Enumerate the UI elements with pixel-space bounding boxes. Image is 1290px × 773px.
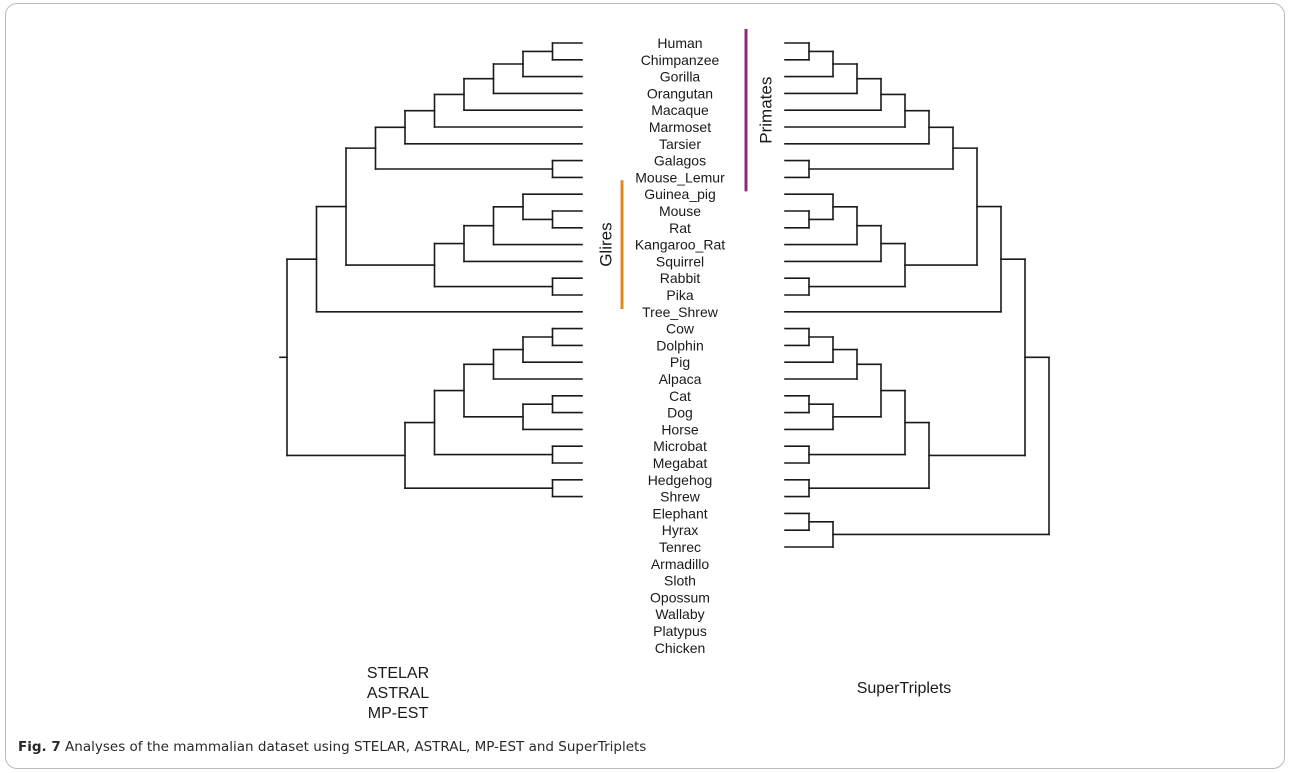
caption-label: Fig. 7 <box>18 739 61 755</box>
taxon-label-microbat: Microbat <box>653 438 707 454</box>
taxon-label-galagos: Galagos <box>654 153 706 169</box>
taxon-label-cow: Cow <box>666 321 695 337</box>
taxon-label-chicken: Chicken <box>655 640 706 656</box>
taxon-label-tenrec: Tenrec <box>659 539 701 555</box>
taxon-label-tree-shrew: Tree_Shrew <box>642 304 719 320</box>
taxon-label-armadillo: Armadillo <box>651 556 710 572</box>
taxon-label-hedgehog: Hedgehog <box>648 472 713 488</box>
taxon-label-horse: Horse <box>661 421 699 437</box>
taxon-label-mouse: Mouse <box>659 203 701 219</box>
taxon-label-cat: Cat <box>669 388 691 404</box>
taxon-label-dolphin: Dolphin <box>656 337 703 353</box>
taxon-label-wallaby: Wallaby <box>655 606 704 622</box>
taxon-label-shrew: Shrew <box>660 489 701 505</box>
taxon-label-guinea-pig: Guinea_pig <box>644 186 716 202</box>
taxon-label-orangutan: Orangutan <box>647 85 713 101</box>
taxon-label-rat: Rat <box>669 220 691 236</box>
group-label-glires: Glires <box>597 222 616 266</box>
left-tree <box>279 42 583 498</box>
taxon-label-pig: Pig <box>670 354 690 370</box>
taxon-label-hyrax: Hyrax <box>662 522 699 538</box>
taxon-label-rabbit: Rabbit <box>660 270 701 286</box>
right-method-label: SuperTriplets <box>857 680 952 697</box>
taxon-label-gorilla: Gorilla <box>660 69 701 85</box>
figure-caption: Fig. 7 Analyses of the mammalian dataset… <box>18 739 646 755</box>
taxon-label-squirrel: Squirrel <box>656 253 704 269</box>
taxon-label-alpaca: Alpaca <box>659 371 702 387</box>
taxon-label-human: Human <box>657 35 702 51</box>
left-method-label-1: STELAR <box>367 665 429 682</box>
caption-text: Analyses of the mammalian dataset using … <box>65 739 647 755</box>
taxon-label-pika: Pika <box>666 287 693 303</box>
taxon-label-opossum: Opossum <box>650 589 710 605</box>
left-method-label-2: ASTRAL <box>367 685 429 702</box>
taxon-label-platypus: Platypus <box>653 623 707 639</box>
group-markers: Primates Glires <box>597 29 776 309</box>
taxon-label-chimpanzee: Chimpanzee <box>641 52 720 68</box>
group-label-primates: Primates <box>757 77 776 144</box>
taxon-label-megabat: Megabat <box>653 455 708 471</box>
left-method-label-3: MP-EST <box>368 705 429 722</box>
taxon-label-dog: Dog <box>667 405 693 421</box>
taxon-label-marmoset: Marmoset <box>649 119 711 135</box>
taxon-label-elephant: Elephant <box>652 505 707 521</box>
right-tree <box>784 42 1050 548</box>
taxon-label-mouse-lemur: Mouse_Lemur <box>635 169 725 185</box>
taxon-label-tarsier: Tarsier <box>659 136 701 152</box>
taxon-label-kangaroo-rat: Kangaroo_Rat <box>635 237 725 253</box>
figure-frame <box>5 3 1285 769</box>
taxon-label-sloth: Sloth <box>664 573 696 589</box>
taxon-labels: HumanChimpanzeeGorillaOrangutanMacaqueMa… <box>635 35 725 656</box>
taxon-label-macaque: Macaque <box>651 102 709 118</box>
